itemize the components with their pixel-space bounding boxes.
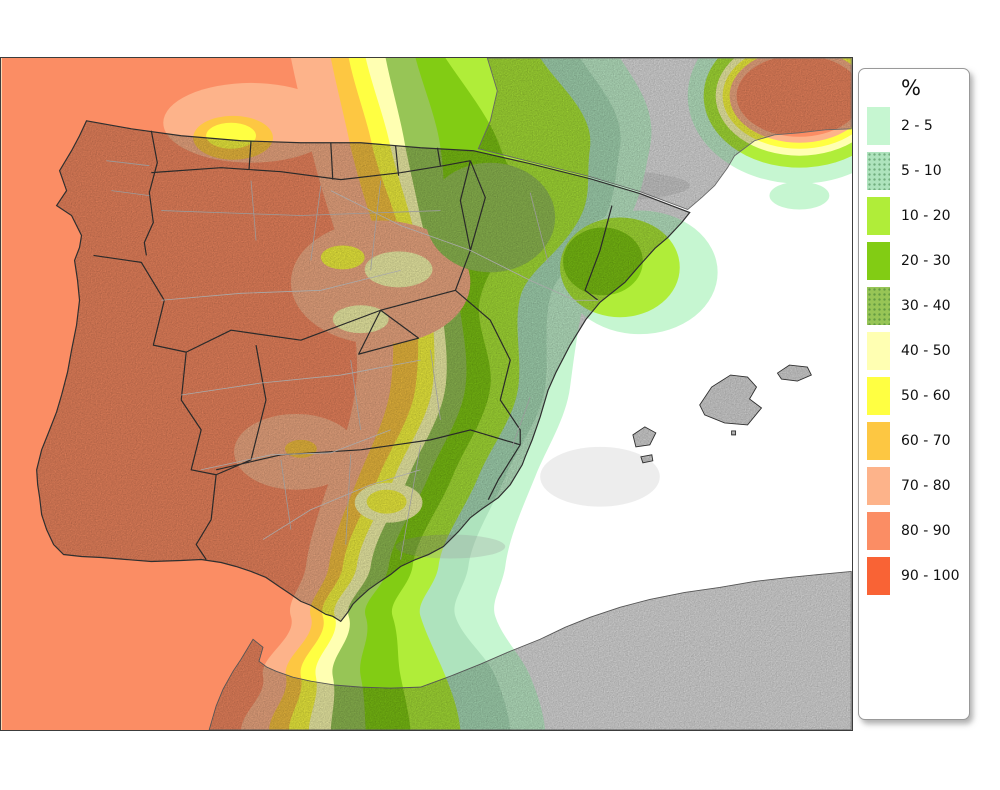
legend-title: % [901, 76, 921, 100]
legend-item: 2 - 5 [867, 107, 969, 145]
province-borders [106, 160, 549, 560]
legend-swatch [867, 557, 890, 595]
legend-label: 5 - 10 [901, 163, 942, 179]
rivers [161, 190, 598, 540]
legend-swatch [867, 422, 890, 460]
legend-item: 90 - 100 [867, 557, 969, 595]
legend-item: 10 - 20 [867, 197, 969, 235]
legend-swatch [867, 287, 890, 325]
legend-item: 80 - 90 [867, 512, 969, 550]
legend-swatch [867, 152, 890, 190]
legend-item: 30 - 40 [867, 287, 969, 325]
probability-map [1, 58, 852, 730]
legend-items: 2 - 5 5 - 10 10 - 20 20 - 30 30 - 40 40 - 50 5… [867, 107, 969, 595]
legend-panel: % 2 - 5 5 - 10 10 - 20 20 - 30 30 - 40 40 - 5… [858, 68, 970, 720]
legend-label: 80 - 90 [901, 523, 951, 539]
legend-label: 2 - 5 [901, 118, 933, 134]
legend-label: 40 - 50 [901, 343, 951, 359]
legend-item: 20 - 30 [867, 242, 969, 280]
legend-swatch [867, 107, 890, 145]
legend-label: 90 - 100 [901, 568, 960, 584]
legend-label: 70 - 80 [901, 478, 951, 494]
legend-swatch [867, 512, 890, 550]
legend-item: 60 - 70 [867, 422, 969, 460]
legend-label: 30 - 40 [901, 298, 951, 314]
legend-item: 50 - 60 [867, 377, 969, 415]
legend-item: 70 - 80 [867, 467, 969, 505]
legend-label: 60 - 70 [901, 433, 951, 449]
legend-label: 10 - 20 [901, 208, 951, 224]
legend-label: 20 - 30 [901, 253, 951, 269]
legend-label: 50 - 60 [901, 388, 951, 404]
legend-item: 5 - 10 [867, 152, 969, 190]
region-borders [93, 130, 613, 560]
legend-swatch [867, 332, 890, 370]
legend-swatch [867, 377, 890, 415]
legend-swatch [867, 242, 890, 280]
legend-item: 40 - 50 [867, 332, 969, 370]
weather-map-panel: © Agencia Estatal de Meteorología Probab… [0, 57, 853, 731]
legend-swatch [867, 197, 890, 235]
legend-swatch [867, 467, 890, 505]
